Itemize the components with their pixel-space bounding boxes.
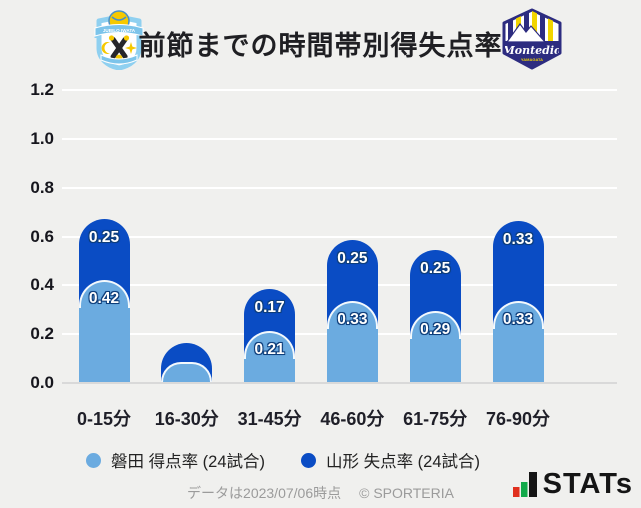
page-title: 前節までの時間帯別得失点率 bbox=[138, 31, 503, 61]
x-tick-label: 0-15分 bbox=[76, 409, 132, 429]
jubilo-iwata-logo: JUBILO IWATA bbox=[94, 10, 144, 70]
bar-value-label-iwata: 0.21 bbox=[254, 340, 285, 358]
legend-item-iwata: 磐田 得点率 (24試合) bbox=[86, 448, 265, 472]
gridline bbox=[62, 89, 617, 92]
crescent-icon bbox=[101, 42, 110, 55]
mountain-icon bbox=[505, 22, 547, 43]
bar-value-label-yamagata: 0.25 bbox=[88, 228, 120, 246]
bar-segment-iwata bbox=[244, 357, 296, 382]
gridline bbox=[62, 235, 617, 238]
y-tick-label: 0.6 bbox=[30, 226, 54, 246]
bar-value-label-yamagata: 0.33 bbox=[502, 230, 534, 248]
x-tick-label: 16-30分 bbox=[154, 409, 219, 429]
x-tick-label: 31-45分 bbox=[237, 409, 302, 429]
y-tick-label: 0.8 bbox=[30, 177, 54, 197]
copyright-note: © SPORTERIA bbox=[359, 485, 454, 501]
y-tick-label: 0.4 bbox=[30, 275, 54, 295]
jubilo-banner-text: JUBILO IWATA bbox=[103, 28, 136, 33]
bar-segment-iwata bbox=[492, 328, 544, 382]
bar-value-label-iwata: 0.33 bbox=[502, 311, 534, 329]
bar-value-label-iwata: 0.29 bbox=[420, 321, 451, 339]
legend-label-yamagata: 山形 失点率 (24試合) bbox=[326, 453, 481, 471]
montedio-yamagata-logo: Montedio YAMAGATA bbox=[502, 8, 562, 70]
legend-dot-dark-blue bbox=[301, 452, 317, 468]
x-tick-label: 61-75分 bbox=[403, 409, 468, 429]
chart-legend: 磐田 得点率 (24試合) 山形 失点率 (24試合) bbox=[86, 448, 480, 472]
montedio-script-text: Montedio bbox=[502, 44, 562, 57]
y-tick-label: 0.2 bbox=[30, 324, 54, 344]
data-date-note: データは2023/07/06時点 bbox=[187, 485, 342, 501]
footer-note: データは2023/07/06時点 © SPORTERIA bbox=[0, 483, 641, 503]
y-tick-label: 1.2 bbox=[30, 80, 54, 100]
bar-value-label-iwata: 0.33 bbox=[337, 311, 368, 329]
bar-segment-iwata bbox=[78, 306, 130, 382]
legend-dot-light-blue bbox=[86, 452, 101, 468]
legend-item-yamagata: 山形 失点率 (24試合) bbox=[301, 448, 480, 472]
x-tick-label: 46-60分 bbox=[320, 409, 385, 429]
x-tick-label: 76-90分 bbox=[485, 409, 551, 429]
stats-logo: STATs bbox=[505, 468, 633, 500]
y-tick-label: 0.0 bbox=[30, 373, 54, 392]
bar-value-label-yamagata: 0.17 bbox=[254, 299, 285, 317]
montedio-sub-text: YAMAGATA bbox=[521, 57, 543, 62]
crossed-mallets-icon bbox=[108, 35, 130, 60]
stats-logo-text: STATs bbox=[542, 468, 633, 500]
stats-bars-icon bbox=[512, 472, 537, 497]
bar-value-label-yamagata: 0.25 bbox=[337, 250, 368, 268]
bar-value-label-yamagata: 0.25 bbox=[420, 260, 451, 278]
star-icon bbox=[125, 42, 137, 54]
y-tick-label: 1.0 bbox=[30, 129, 54, 148]
x-axis-baseline bbox=[62, 382, 617, 384]
bar-segment-iwata bbox=[409, 338, 461, 382]
legend-label-iwata: 磐田 得点率 (24試合) bbox=[111, 453, 266, 471]
bar-value-label-iwata: 0.42 bbox=[88, 289, 120, 307]
gridline bbox=[62, 138, 617, 140]
bar-segment-iwata bbox=[326, 328, 378, 382]
gridline bbox=[62, 186, 617, 189]
